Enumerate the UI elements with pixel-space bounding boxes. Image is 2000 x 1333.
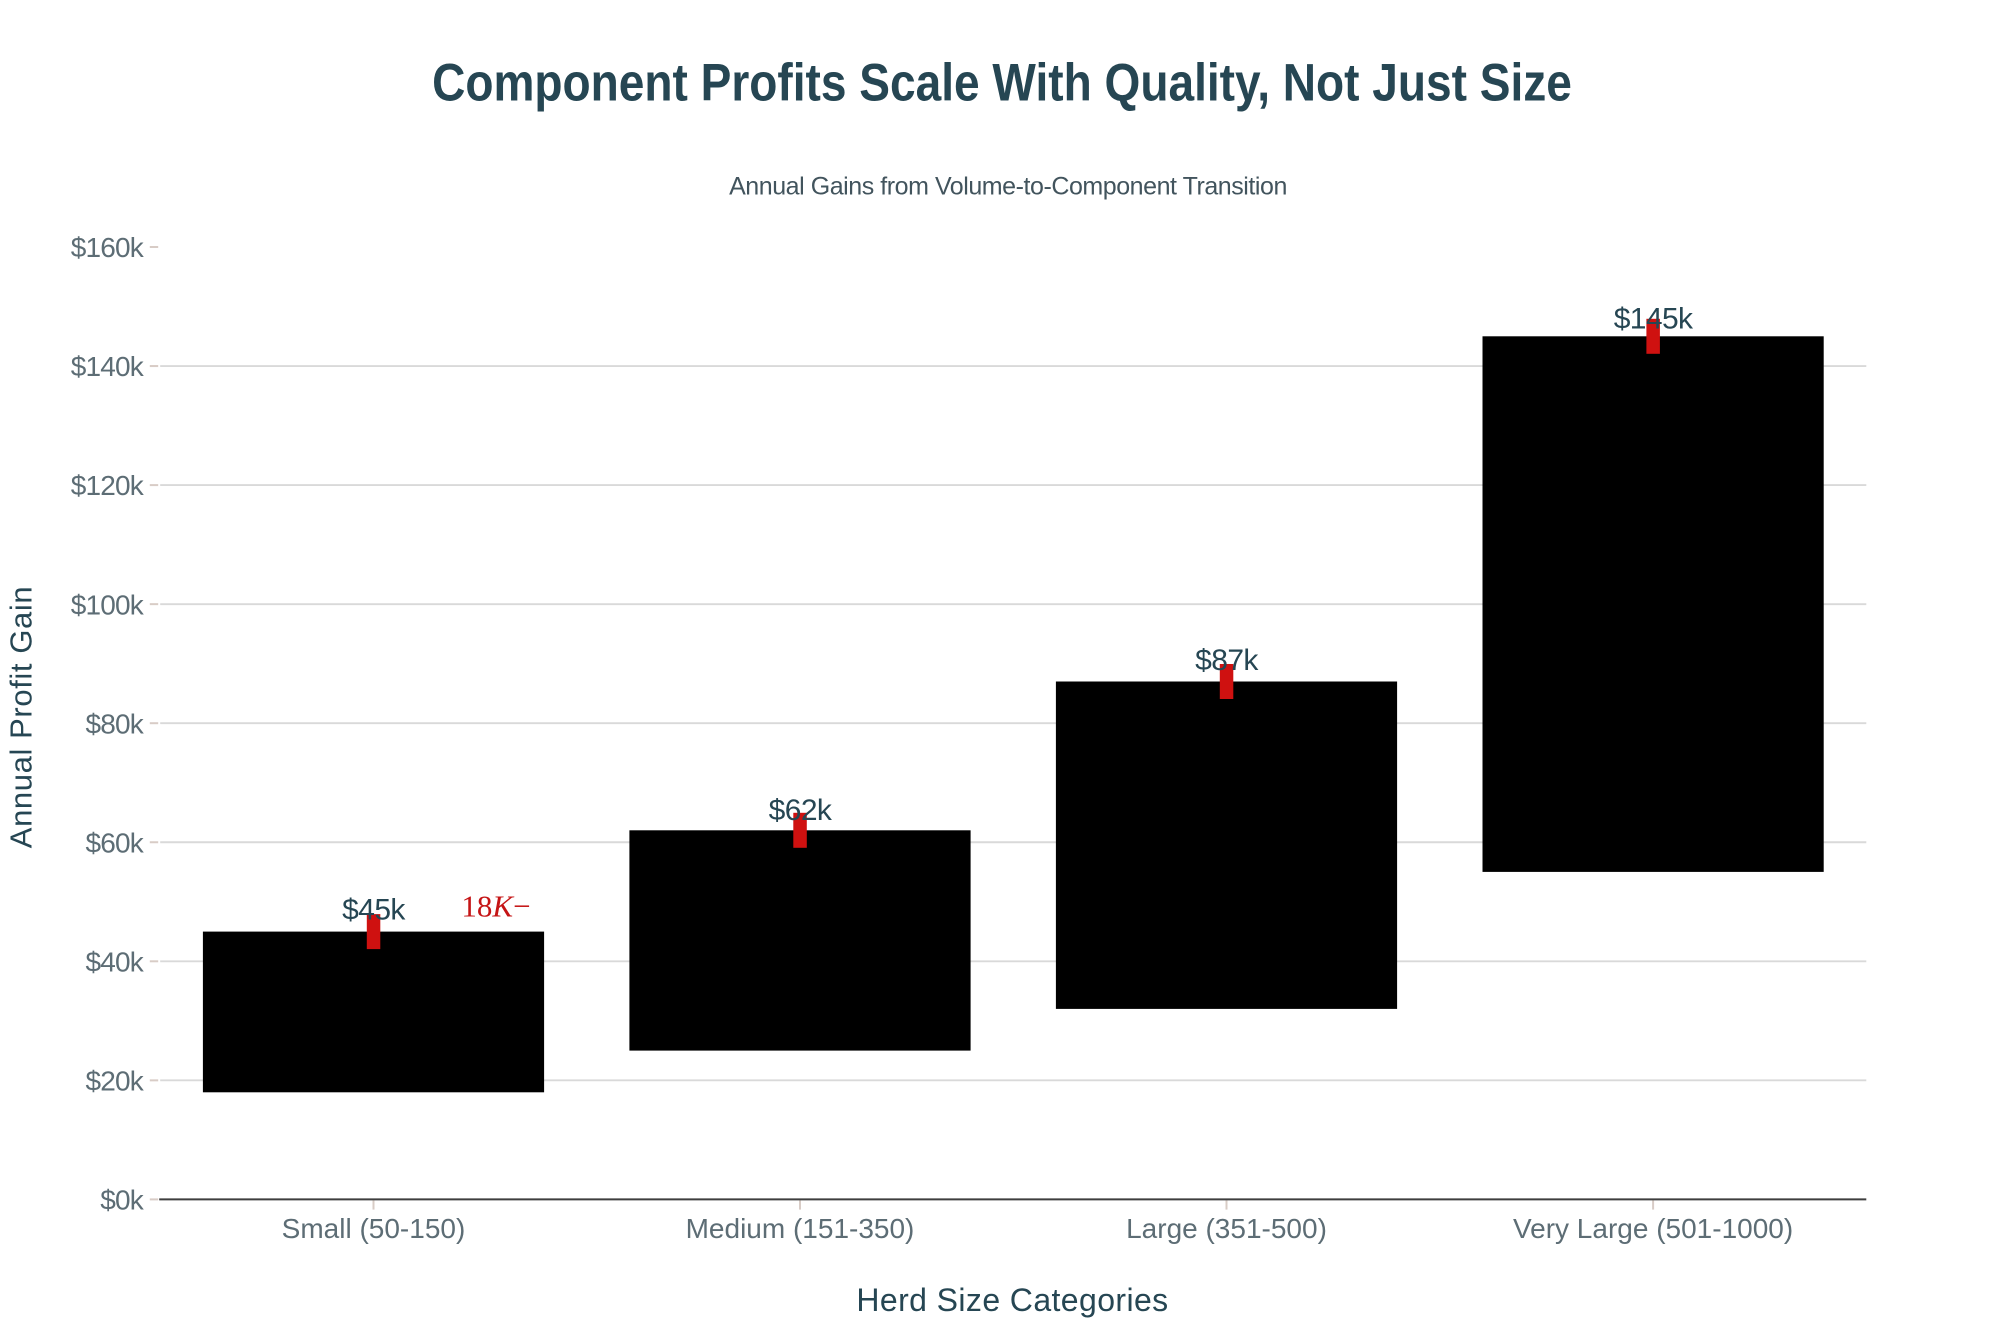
svg-text:$140k: $140k bbox=[71, 351, 145, 382]
svg-text:Large (351-500): Large (351-500) bbox=[1126, 1213, 1327, 1244]
svg-text:$120k: $120k bbox=[71, 470, 145, 501]
svg-text:Annual Profit Gain: Annual Profit Gain bbox=[4, 586, 39, 848]
svg-text:Component Profits Scale With Q: Component Profits Scale With Quality, No… bbox=[432, 52, 1572, 112]
svg-text:$20k: $20k bbox=[85, 1065, 144, 1096]
svg-text:$80k: $80k bbox=[85, 708, 144, 739]
svg-text:Medium (151-350): Medium (151-350) bbox=[686, 1213, 915, 1244]
svg-text:$0k: $0k bbox=[100, 1185, 145, 1216]
svg-text:$40k: $40k bbox=[85, 946, 144, 977]
svg-text:$145k: $145k bbox=[1614, 302, 1694, 335]
svg-text:$62k: $62k bbox=[769, 794, 833, 827]
svg-text:$87k: $87k bbox=[1195, 644, 1259, 677]
svg-text:18K−: 18K− bbox=[461, 888, 530, 923]
svg-text:Annual Gains from Volume-to-Co: Annual Gains from Volume-to-Component Tr… bbox=[729, 173, 1287, 201]
svg-text:Very Large (501-1000): Very Large (501-1000) bbox=[1513, 1213, 1793, 1244]
svg-text:Herd Size Categories: Herd Size Categories bbox=[856, 1282, 1168, 1318]
svg-text:$160k: $160k bbox=[71, 232, 145, 263]
svg-text:Small (50-150): Small (50-150) bbox=[282, 1213, 466, 1244]
svg-text:$60k: $60k bbox=[85, 827, 144, 858]
svg-text:$100k: $100k bbox=[71, 589, 145, 620]
svg-text:$45k: $45k bbox=[342, 894, 406, 927]
